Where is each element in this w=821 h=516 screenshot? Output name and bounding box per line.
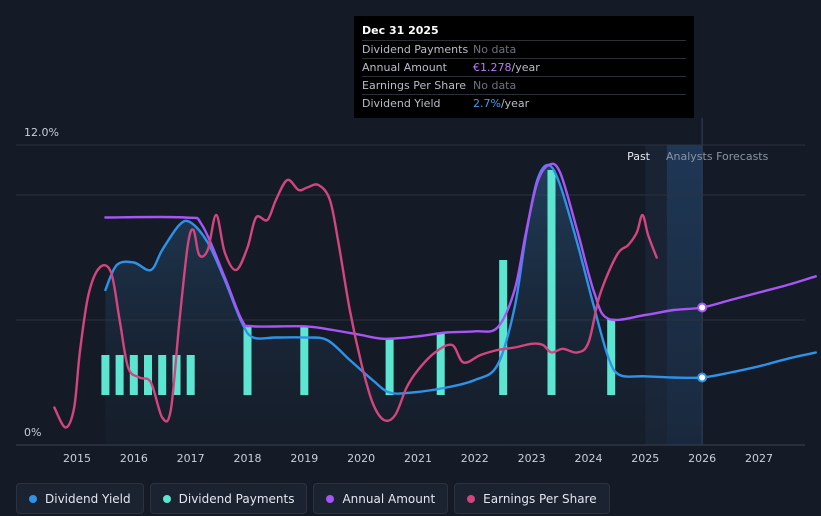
tooltip-row-dividend-payments: Dividend Payments No data xyxy=(362,41,686,59)
tooltip-row-dividend-yield: Dividend Yield 2.7%/year xyxy=(362,95,686,112)
dividend-yield-line xyxy=(104,163,817,395)
tooltip-unit: /year xyxy=(511,61,540,74)
annual-amount-marker xyxy=(697,302,708,313)
dividend-payment-bar xyxy=(385,338,394,396)
dividend-payment-bar xyxy=(436,332,445,395)
legend-label: Dividend Yield xyxy=(45,491,131,506)
hover-tooltip: Dec 31 2025 Dividend Payments No data An… xyxy=(354,16,694,118)
tooltip-value: No data xyxy=(473,79,517,92)
legend-dividend-payments[interactable]: Dividend Payments xyxy=(149,483,308,514)
tooltip-value: €1.278 xyxy=(473,61,512,74)
dividend-payment-bar xyxy=(101,355,110,395)
legend-dot-icon xyxy=(29,494,37,503)
dividend-payment-bar xyxy=(144,355,152,395)
tooltip-date: Dec 31 2025 xyxy=(362,22,686,41)
x-tick-label: 2017 xyxy=(177,452,205,465)
dividend-payment-bar xyxy=(172,355,181,395)
x-tick-label: 2022 xyxy=(461,452,489,465)
x-tick-label: 2016 xyxy=(120,452,148,465)
dividend-yield-area xyxy=(105,164,703,446)
x-tick-label: 2025 xyxy=(631,452,659,465)
x-tick-label: 2024 xyxy=(574,452,602,465)
x-tick-label: 2015 xyxy=(63,452,91,465)
dividend-payment-bar xyxy=(243,326,252,396)
tooltip-row-annual-amount: Annual Amount €1.278/year xyxy=(362,59,686,77)
dividend-payment-bar xyxy=(547,170,556,395)
tooltip-unit: /year xyxy=(500,97,530,110)
dividend-payment-bar xyxy=(499,260,508,395)
legend-dividend-yield[interactable]: Dividend Yield xyxy=(16,483,144,514)
annual-amount-line xyxy=(104,162,817,341)
past-region-label: Past xyxy=(627,150,651,163)
chart-legend: Dividend Yield Dividend Payments Annual … xyxy=(16,483,610,514)
y-tick-label: 0% xyxy=(24,426,41,439)
x-tick-label: 2023 xyxy=(518,452,546,465)
x-tick-label: 2026 xyxy=(688,452,716,465)
tooltip-label: Dividend Payments xyxy=(362,43,469,56)
tooltip-label: Dividend Yield xyxy=(362,97,441,110)
dividend-payment-bar xyxy=(186,355,195,395)
x-tick-label: 2018 xyxy=(233,452,261,465)
tooltip-value: No data xyxy=(473,43,517,56)
legend-annual-amount[interactable]: Annual Amount xyxy=(313,483,449,514)
dividend-payment-bar xyxy=(607,318,616,396)
dividend-yield-marker xyxy=(697,372,708,383)
tooltip-row-earnings-per-share: Earnings Per Share No data xyxy=(362,77,686,95)
legend-earnings-per-share[interactable]: Earnings Per Share xyxy=(454,483,610,514)
tooltip-label: Annual Amount xyxy=(362,61,447,74)
y-tick-label: 12.0% xyxy=(24,126,59,139)
forecast-region-label: Analysts Forecasts xyxy=(666,150,769,163)
tooltip-label: Earnings Per Share xyxy=(362,79,467,92)
x-tick-label: 2020 xyxy=(347,452,375,465)
legend-label: Earnings Per Share xyxy=(483,491,597,506)
dividend-payment-bar xyxy=(158,355,167,395)
tooltip-value: 2.7% xyxy=(473,97,501,110)
legend-dot-icon xyxy=(467,494,476,503)
earnings-per-share-line xyxy=(53,178,658,429)
x-tick-label: 2021 xyxy=(404,452,432,465)
dividend-payment-bar xyxy=(300,326,309,396)
legend-label: Dividend Payments xyxy=(178,491,295,506)
x-tick-label: 2019 xyxy=(290,452,318,465)
dividend-payment-bar xyxy=(115,355,124,395)
legend-dot-icon xyxy=(162,494,171,503)
legend-dot-icon xyxy=(326,494,335,503)
legend-label: Annual Amount xyxy=(342,491,436,506)
x-tick-label: 2027 xyxy=(745,452,773,465)
